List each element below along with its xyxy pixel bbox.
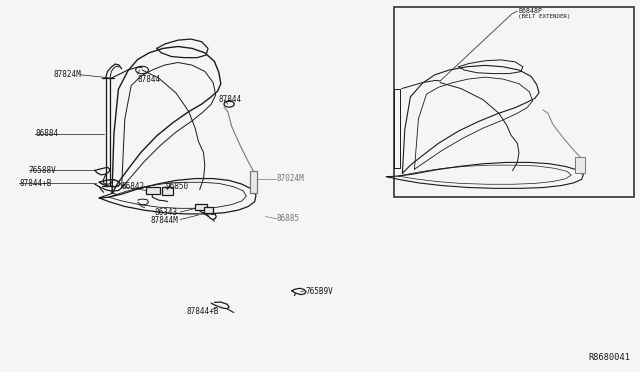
Bar xyxy=(250,171,257,193)
Text: 765B9V: 765B9V xyxy=(305,287,333,296)
Bar xyxy=(146,187,160,194)
Text: 87024M: 87024M xyxy=(276,174,304,183)
Text: 87844: 87844 xyxy=(219,95,242,104)
Text: 86884: 86884 xyxy=(35,129,58,138)
Text: 87844M: 87844M xyxy=(150,216,178,225)
Bar xyxy=(162,187,173,195)
Text: R8680041: R8680041 xyxy=(588,353,630,362)
Text: 86842: 86842 xyxy=(122,182,145,191)
Text: 86343: 86343 xyxy=(155,208,178,217)
Text: 87844+B: 87844+B xyxy=(19,179,52,188)
Bar xyxy=(394,7,634,197)
Text: 87824M: 87824M xyxy=(53,70,81,79)
Bar xyxy=(575,157,585,173)
Text: 96850: 96850 xyxy=(165,182,188,191)
Text: (BELT EXTENDER): (BELT EXTENDER) xyxy=(518,14,571,19)
Text: 87844: 87844 xyxy=(138,75,161,84)
Bar xyxy=(195,204,207,210)
Text: 87844+B: 87844+B xyxy=(187,307,220,316)
Bar xyxy=(204,207,213,213)
Text: 86885: 86885 xyxy=(276,214,300,223)
Text: 76588V: 76588V xyxy=(29,166,56,175)
Text: B6848P: B6848P xyxy=(518,8,543,14)
